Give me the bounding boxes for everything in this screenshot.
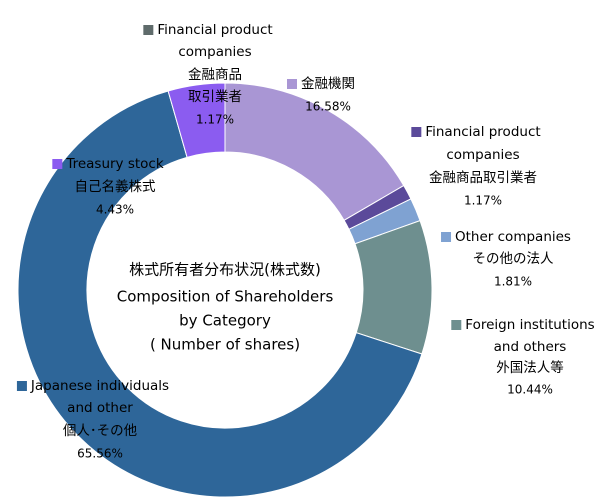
slice-label: companies (178, 44, 251, 60)
slice-label: その他の法人 (473, 251, 554, 267)
legend-marker (441, 232, 452, 242)
legend-marker (16, 381, 27, 391)
slice-label: and other (67, 400, 133, 416)
slice-label: 金融商品 (188, 67, 242, 83)
slice-value-label: 16.58% (305, 100, 351, 114)
legend-marker (411, 127, 422, 137)
center-title: 株式所有者分布状況(株式数) (129, 261, 321, 279)
legend-marker (287, 79, 297, 89)
slice-label: 取引業者 (188, 89, 242, 105)
legend-marker (143, 25, 154, 35)
donut-segment (17, 90, 423, 498)
slice-label: 外国法人等 (496, 359, 564, 376)
slice-label: Financial product (157, 22, 272, 38)
legend-marker (52, 159, 63, 169)
donut-segment (354, 220, 433, 355)
slice-label: 自己名義株式 (75, 178, 156, 195)
slice-label: 個人･その他 (63, 423, 137, 439)
slice-value-label: 1.17% (464, 194, 502, 208)
slice-value-label: 65.56% (77, 447, 123, 461)
center-title: ( Number of shares) (150, 336, 300, 354)
slice-label: 金融機関 (301, 76, 355, 92)
donut-segment (167, 82, 226, 158)
slice-label: Financial product (425, 124, 540, 140)
slice-value-label: 1.81% (494, 275, 532, 289)
legend-marker (451, 320, 462, 330)
slice-value-label: 10.44% (507, 383, 553, 397)
slice-label: companies (446, 147, 519, 163)
slice-label: Treasury stock (65, 156, 164, 172)
slice-label: Japanese individuals (30, 378, 169, 394)
center-title: by Category (179, 312, 271, 330)
slice-label: Other companies (455, 229, 571, 245)
slice-label: and others (494, 339, 567, 355)
slice-label: Foreign institutions (465, 317, 594, 333)
center-title: Composition of Shareholders (117, 288, 334, 306)
slice-value-label: 1.17% (196, 113, 234, 127)
slice-label: 金融商品取引業者 (429, 170, 537, 186)
slice-value-label: 4.43% (96, 203, 134, 217)
